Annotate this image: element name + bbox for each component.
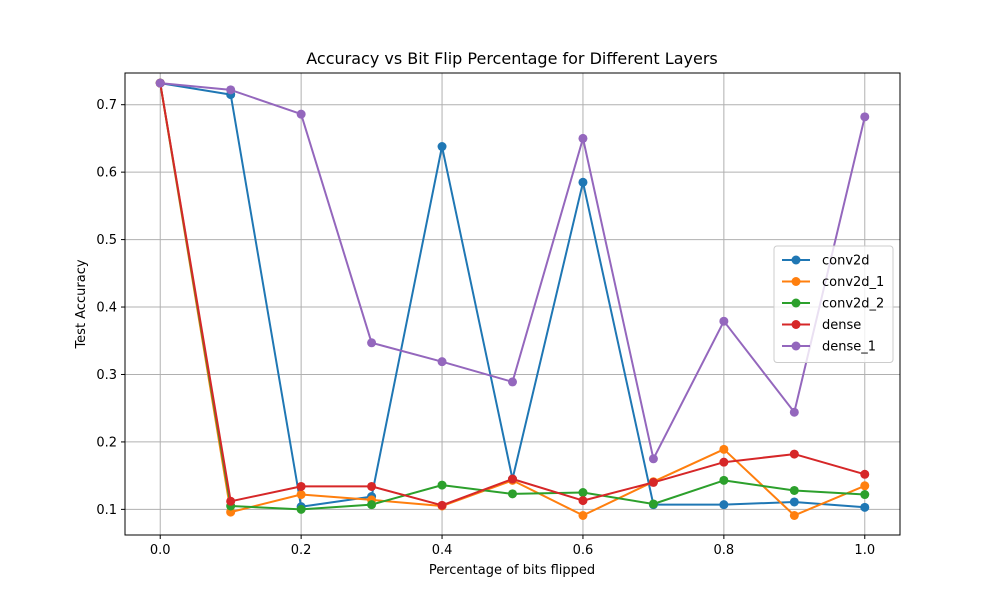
data-point-conv2d_2 [578,488,588,498]
data-point-dense_1 [226,85,236,95]
legend-item-dense: dense [782,318,861,333]
data-point-dense_1 [648,454,658,464]
legend-marker [791,320,801,329]
series-conv2d_1 [155,78,870,520]
legend-marker [791,255,801,265]
data-point-conv2d [719,500,729,510]
data-point-dense [578,496,588,506]
data-point-conv2d_2 [296,504,306,514]
legend-label: conv2d_1 [822,275,884,290]
y-tick-label: 0.4 [96,301,117,316]
data-point-conv2d_1 [578,510,588,520]
data-point-dense [648,477,658,487]
series-layer [155,78,870,520]
data-point-dense [367,481,377,491]
data-point-dense [508,474,517,484]
legend-label: dense_1 [822,340,876,355]
data-point-dense_1 [296,109,306,119]
data-point-conv2d [789,497,799,507]
data-point-dense_1 [789,407,799,417]
x-tick-label: 0.2 [291,543,312,558]
x-tick-label: 0.0 [150,543,171,558]
y-tick-label: 0.6 [96,166,117,181]
series-line-dense_1 [160,82,866,460]
data-point-conv2d_2 [508,489,517,499]
data-point-dense_1 [578,133,588,143]
legend-item-conv2d_1: conv2d_1 [782,275,884,290]
y-tick-label: 0.5 [96,233,117,248]
x-axis-label: Percentage of bits flipped [429,563,595,578]
series-conv2d [155,78,870,512]
data-point-dense_1 [719,316,729,326]
data-point-dense_1 [367,338,377,348]
data-point-conv2d_1 [296,490,306,500]
data-point-conv2d_1 [719,444,729,454]
legend-item-conv2d: conv2d [782,254,870,269]
data-point-dense [789,449,799,459]
series-conv2d_2 [155,78,870,514]
data-point-dense [296,481,306,491]
data-point-dense [860,469,870,479]
chart-title: Accuracy vs Bit Flip Percentage for Diff… [306,49,717,68]
data-point-conv2d_2 [437,480,447,490]
data-point-conv2d_2 [719,475,729,485]
data-point-conv2d_1 [789,510,799,520]
data-point-conv2d [437,142,447,152]
data-point-conv2d_2 [860,490,870,500]
data-point-dense [719,457,729,467]
y-axis: 0.1 0.2 0.3 0.4 0.5 0.6 0.7 [96,98,125,518]
data-point-conv2d [860,502,870,512]
legend-label: conv2d [822,254,870,269]
data-point-dense_1 [437,357,447,367]
data-point-conv2d_2 [648,499,658,509]
data-point-conv2d_2 [789,485,799,495]
legend-item-conv2d_2: conv2d_2 [782,297,884,312]
legend-marker [791,341,801,351]
data-point-conv2d_2 [367,500,377,510]
series-dense_1 [155,78,870,464]
legend-marker [791,298,801,308]
legend-box [773,245,894,363]
legend-label: dense [822,318,861,333]
data-point-dense [437,500,447,510]
data-point-conv2d_1 [860,481,870,491]
series-line-conv2d [160,82,865,509]
x-tick-label: 0.4 [432,543,453,558]
plot-frame [124,72,901,536]
data-point-dense_1 [155,78,165,88]
data-point-dense_1 [508,377,517,387]
series-dense [155,78,870,510]
x-axis: 0.0 0.2 0.4 0.6 0.8 1.0 [150,535,875,558]
data-point-dense [226,496,236,506]
legend-marker [791,277,801,286]
x-tick-label: 1.0 [854,543,875,558]
data-point-dense_1 [860,112,870,122]
legend-label: conv2d_2 [822,297,884,312]
x-tick-label: 0.6 [573,543,594,558]
data-point-conv2d [578,177,588,187]
y-tick-label: 0.2 [96,435,117,450]
legend-item-dense_1: dense_1 [782,340,876,355]
y-tick-label: 0.7 [96,98,117,113]
y-tick-label: 0.3 [96,368,117,383]
x-tick-label: 0.8 [714,543,735,558]
y-axis-label: Test Accuracy [74,259,89,349]
y-tick-label: 0.1 [96,503,117,518]
